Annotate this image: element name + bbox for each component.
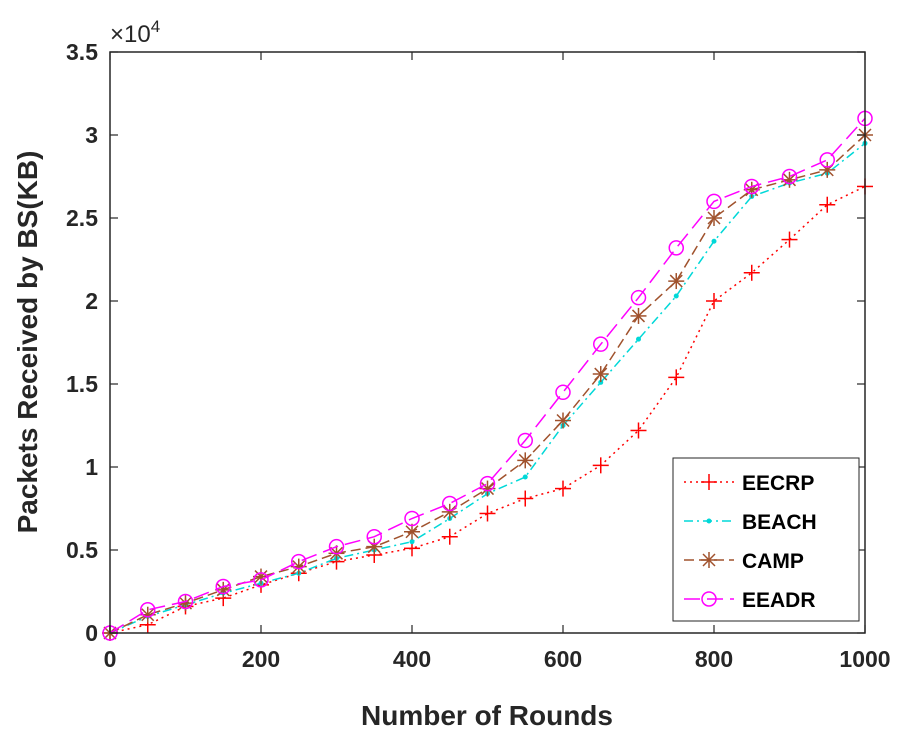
x-tick-label-800: 800 bbox=[695, 646, 733, 672]
point-eecrp-450 bbox=[441, 528, 458, 545]
point-camp-600 bbox=[555, 412, 571, 429]
point-camp-750 bbox=[668, 273, 685, 290]
point-eecrp-500 bbox=[479, 505, 496, 522]
legend-marker-beach bbox=[706, 518, 712, 524]
point-eeadr-600 bbox=[555, 384, 571, 401]
point-eeadr-100 bbox=[177, 593, 194, 610]
point-camp-700 bbox=[630, 307, 647, 324]
legend-marker-eeadr bbox=[701, 591, 717, 607]
point-camp-450 bbox=[441, 503, 458, 520]
y-tick-label-30000: 3 bbox=[85, 122, 98, 148]
point-beach-750 bbox=[673, 293, 679, 299]
tick-label-layer: 0 200 400 600 800 1000 0 0.5 1 1.5 2 2.5 3 3.5 bbox=[66, 39, 891, 672]
point-eeadr-650 bbox=[593, 336, 609, 352]
point-eeadr-550 bbox=[517, 432, 533, 449]
point-eecrp-750 bbox=[668, 369, 685, 386]
point-eecrp-650 bbox=[592, 457, 609, 474]
point-eeadr-750 bbox=[668, 240, 684, 256]
legend-item-eecrp: EECRP bbox=[684, 472, 814, 495]
plot-frame bbox=[109, 51, 866, 634]
point-beach-550 bbox=[522, 474, 528, 480]
point-eeadr-350 bbox=[366, 528, 382, 545]
y-axis-title: Packets Received by BS(KB) bbox=[12, 151, 43, 534]
point-eeadr-200 bbox=[253, 572, 269, 588]
point-camp-650 bbox=[592, 366, 609, 383]
tick-layer bbox=[109, 51, 866, 634]
x-tick-label-1000: 1000 bbox=[839, 646, 890, 672]
x-axis-title: Number of Rounds bbox=[361, 700, 613, 729]
point-beach-650 bbox=[598, 379, 604, 385]
legend-label-beach: BEACH bbox=[742, 511, 817, 534]
point-eeadr-700 bbox=[630, 289, 647, 306]
x-tick-label-0: 0 bbox=[104, 646, 117, 672]
point-eeadr-900 bbox=[781, 168, 798, 185]
series-line-eeadr bbox=[109, 117, 866, 634]
point-eecrp-800 bbox=[706, 293, 722, 309]
series-eeadr bbox=[102, 110, 873, 641]
point-eeadr-850 bbox=[744, 178, 760, 195]
legend-item-beach: BEACH bbox=[684, 511, 817, 534]
y-tick-label-35000: 3.5 bbox=[66, 39, 98, 65]
point-eeadr-500 bbox=[479, 475, 496, 492]
legend-item-eeadr: EEADR bbox=[684, 589, 816, 612]
point-eeadr-400 bbox=[404, 510, 420, 527]
series-line-eecrp bbox=[109, 185, 866, 634]
point-camp-800 bbox=[706, 210, 722, 226]
point-eeadr-450 bbox=[442, 495, 458, 512]
legend-item-camp: CAMP bbox=[684, 550, 804, 573]
legend-marker-camp bbox=[701, 552, 717, 568]
y-exponent-power: 4 bbox=[151, 17, 160, 36]
legend-items: EECRP BEACH CAMP EEADR bbox=[684, 472, 817, 612]
y-tick-label-10000: 1 bbox=[85, 454, 98, 480]
point-eecrp-900 bbox=[781, 231, 798, 248]
x-tick-label-400: 400 bbox=[393, 646, 431, 672]
legend-label-eecrp: EECRP bbox=[742, 472, 814, 495]
point-eecrp-700 bbox=[630, 422, 647, 439]
point-eeadr-950 bbox=[819, 152, 835, 168]
y-tick-label-5000: 0.5 bbox=[66, 537, 98, 563]
point-eeadr-150 bbox=[215, 578, 231, 595]
point-beach-400 bbox=[409, 539, 415, 545]
point-eecrp-600 bbox=[555, 480, 571, 497]
series-layer bbox=[102, 110, 873, 641]
point-eeadr-800 bbox=[706, 193, 722, 210]
point-camp-550 bbox=[517, 452, 534, 469]
point-camp-400 bbox=[404, 523, 420, 540]
point-eecrp-850 bbox=[743, 264, 760, 281]
y-tick-label-25000: 2.5 bbox=[66, 205, 98, 231]
point-eeadr-300 bbox=[328, 538, 345, 555]
y-tick-label-0: 0 bbox=[85, 620, 98, 646]
legend-label-eeadr: EEADR bbox=[742, 589, 816, 612]
legend: EECRP BEACH CAMP EEADR bbox=[672, 457, 860, 622]
y-tick-label-15000: 1.5 bbox=[66, 371, 98, 397]
point-eeadr-50 bbox=[140, 602, 156, 618]
point-beach-800 bbox=[711, 238, 717, 244]
legend-marker-eecrp bbox=[701, 474, 717, 490]
point-eecrp-550 bbox=[517, 490, 534, 507]
x-tick-label-200: 200 bbox=[242, 646, 280, 672]
x-tick-label-600: 600 bbox=[544, 646, 582, 672]
y-exponent-label: ×104 bbox=[110, 17, 160, 48]
y-tick-label-20000: 2 bbox=[85, 288, 98, 314]
legend-label-camp: CAMP bbox=[742, 550, 804, 573]
point-eeadr-250 bbox=[291, 553, 307, 570]
point-eecrp-950 bbox=[819, 196, 836, 213]
series-camp bbox=[102, 127, 873, 641]
point-beach-700 bbox=[636, 336, 641, 342]
